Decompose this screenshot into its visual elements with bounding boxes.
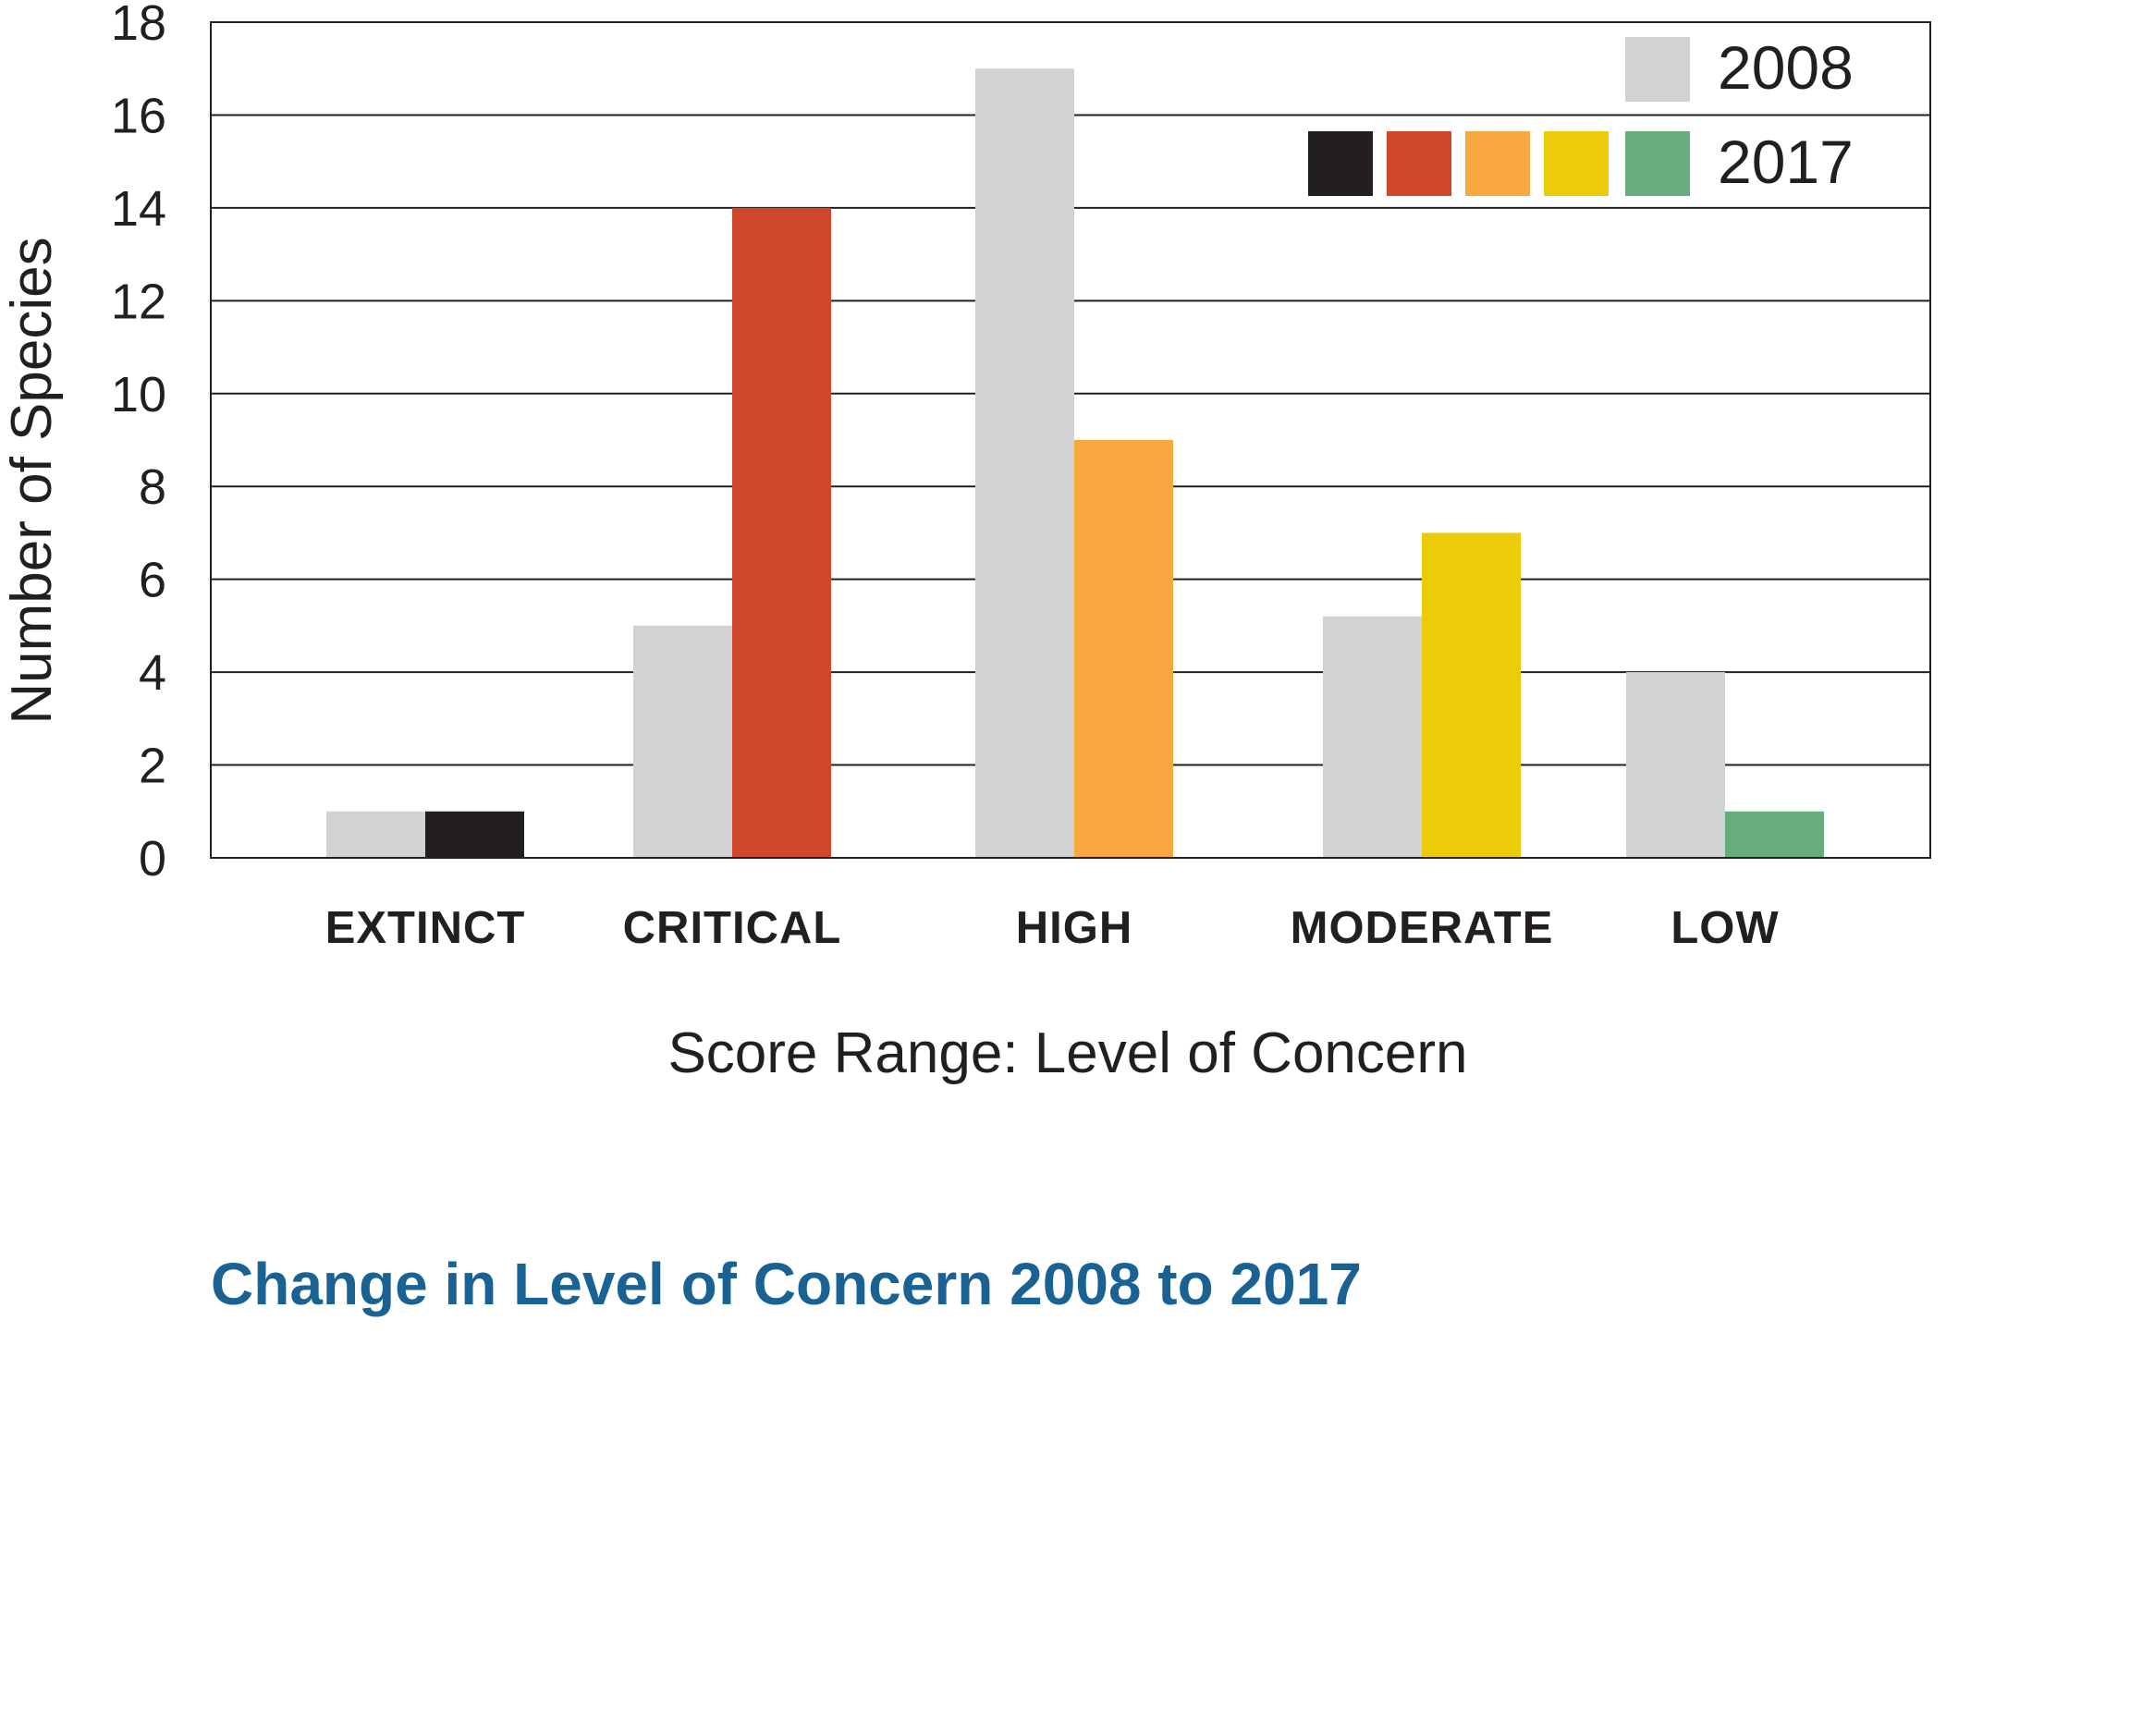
y-tick-label: 10 (111, 367, 166, 422)
legend-swatch-2017 (1544, 131, 1609, 196)
legend-swatch-2017 (1625, 131, 1690, 196)
x-category-label: CRITICAL (623, 903, 842, 953)
y-tick-label: 16 (111, 88, 166, 143)
bar-2008-extinct (326, 811, 425, 858)
bar-2017-low (1725, 811, 1824, 858)
y-tick-label: 0 (139, 831, 166, 886)
y-tick-label: 8 (139, 459, 166, 515)
y-tick-label: 18 (111, 0, 166, 51)
bar-2017-extinct (425, 811, 524, 858)
x-category-labels: EXTINCT CRITICAL HIGH MODERATE LOW (325, 903, 1779, 953)
y-tick-label: 14 (111, 181, 166, 237)
y-tick-label: 4 (139, 645, 166, 701)
x-category-label: MODERATE (1291, 903, 1554, 953)
plot-frame (210, 21, 1931, 859)
x-category-label: HIGH (1016, 903, 1133, 953)
chart-caption: Change in Level of Concern 2008 to 2017 (211, 1251, 1362, 1317)
bar-2008-high (975, 68, 1074, 858)
legend: 2008 2017 (1308, 33, 1854, 196)
x-category-label: EXTINCT (325, 903, 526, 953)
legend-swatch-2017 (1387, 131, 1451, 196)
bar-2008-critical (633, 625, 732, 858)
bar-2017-moderate (1422, 532, 1521, 858)
bar-2017-high (1074, 440, 1173, 858)
y-tick-labels: 0 2 4 6 8 10 12 14 16 18 (111, 0, 166, 886)
legend-swatch-2017 (1308, 131, 1373, 196)
y-tick-label: 12 (111, 274, 166, 329)
legend-label-2008: 2008 (1718, 33, 1854, 102)
legend-swatch-2017 (1465, 131, 1530, 196)
bar-2008-low (1626, 672, 1725, 858)
bar-2017-critical (732, 207, 831, 858)
y-axis-title: Number of Species (0, 237, 64, 724)
y-tick-label: 2 (139, 739, 166, 794)
x-axis-title: Score Range: Level of Concern (667, 1021, 1467, 1085)
bar-2008-moderate (1323, 616, 1422, 858)
x-category-label: LOW (1671, 903, 1779, 953)
y-tick-label: 6 (139, 553, 166, 608)
bars (326, 68, 1824, 858)
legend-swatch-2008 (1625, 37, 1690, 102)
legend-label-2017: 2017 (1718, 128, 1854, 196)
